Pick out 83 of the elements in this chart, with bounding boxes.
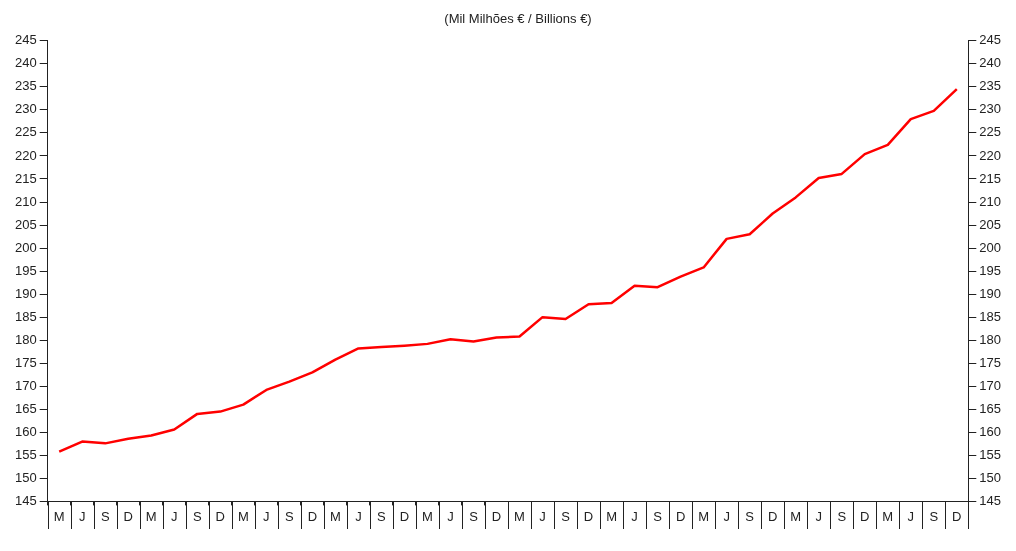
y2-tick-label: 230 [979, 101, 1002, 117]
y-tick-label: 240 [14, 55, 37, 71]
x-tick-label: J [355, 508, 362, 524]
y-tick-label: 175 [14, 354, 37, 370]
x-tick-label: S [377, 508, 387, 524]
y2-tick-label: 215 [979, 170, 1002, 186]
x-tick-label: J [907, 508, 915, 524]
y-tick-label: 160 [14, 423, 37, 439]
y-tick-label: 190 [14, 285, 37, 301]
x-tick-label: J [78, 508, 86, 524]
x-tick-label: M [514, 508, 525, 524]
x-tick-label: D [399, 508, 410, 524]
x-tick-label: J [539, 508, 546, 524]
x-tick-label: M [53, 508, 65, 524]
x-tick-label: D [675, 508, 686, 524]
x-tick-label: D [491, 508, 502, 524]
y-tick-label: 230 [14, 101, 37, 117]
x-tick-label: S [561, 508, 571, 524]
x-tick-label: M [237, 508, 249, 524]
y-tick-label: 235 [14, 78, 37, 94]
y2-tick-label: 155 [979, 446, 1002, 462]
chart-title: (Mil Milhões € / Billions €) [443, 10, 593, 28]
y-tick-label: 245 [14, 32, 37, 48]
x-tick-label: S [745, 508, 755, 524]
x-tick-label: S [929, 508, 939, 524]
x-tick-label: S [285, 508, 295, 524]
y-tick-label: 145 [14, 492, 37, 508]
y-tick-label: 225 [14, 124, 37, 140]
y-tick-label: 215 [14, 170, 37, 186]
x-tick-label: J [447, 508, 454, 524]
y2-tick-label: 165 [979, 400, 1002, 416]
x-tick-label: D [307, 508, 318, 524]
x-tick-label: S [100, 508, 110, 524]
x-tick-label: M [698, 508, 710, 524]
x-tick-label: D [767, 508, 778, 524]
y2-tick-label: 225 [979, 124, 1002, 140]
y-tick-label: 165 [14, 400, 37, 416]
y2-tick-label: 205 [979, 216, 1002, 232]
y2-tick-label: 170 [979, 377, 1002, 393]
y2-tick-label: 245 [979, 32, 1002, 48]
x-tick-label: M [145, 508, 157, 524]
y2-tick-label: 185 [979, 308, 1002, 324]
y-tick-label: 200 [14, 239, 37, 255]
x-tick-label: D [583, 508, 594, 524]
y2-tick-label: 195 [979, 262, 1002, 278]
x-tick-label: J [815, 508, 822, 524]
y2-tick-label: 240 [979, 55, 1002, 71]
y2-tick-label: 200 [979, 239, 1002, 255]
x-tick-label: S [469, 508, 479, 524]
y-tick-label: 170 [14, 377, 37, 393]
x-tick-label: J [263, 508, 270, 524]
y2-tick-label: 180 [979, 331, 1002, 347]
x-tick-label: M [422, 508, 433, 524]
x-tick-label: J [723, 508, 730, 524]
y2-tick-label: 145 [979, 492, 1002, 508]
x-tick-label: S [653, 508, 663, 524]
x-tick-label: M [790, 508, 802, 524]
y-tick-label: 185 [14, 308, 37, 324]
x-tick-label: M [882, 508, 894, 524]
x-tick-label: D [952, 508, 962, 524]
x-tick-label: D [123, 508, 133, 524]
y2-tick-label: 175 [979, 354, 1002, 370]
y2-tick-label: 190 [979, 285, 1002, 301]
x-tick-label: D [860, 508, 870, 524]
y-tick-label: 195 [14, 262, 37, 278]
x-tick-label: D [215, 508, 225, 524]
x-tick-label: M [606, 508, 617, 524]
y-tick-label: 150 [14, 469, 37, 485]
x-tick-label: J [171, 508, 178, 524]
y-tick-label: 205 [14, 216, 37, 232]
x-tick-label: S [192, 508, 202, 524]
y-tick-label: 220 [14, 147, 37, 163]
y-tick-label: 155 [14, 446, 37, 462]
y2-tick-label: 160 [979, 423, 1002, 439]
x-tick-label: J [631, 508, 638, 524]
y-tick-label: 210 [14, 193, 37, 209]
y2-tick-label: 235 [979, 78, 1002, 94]
y-tick-label: 180 [14, 331, 37, 347]
y2-tick-label: 220 [979, 147, 1002, 163]
y2-tick-label: 150 [979, 469, 1002, 485]
x-tick-label: S [837, 508, 847, 524]
x-tick-label: M [329, 508, 341, 524]
y2-tick-label: 210 [979, 193, 1002, 209]
